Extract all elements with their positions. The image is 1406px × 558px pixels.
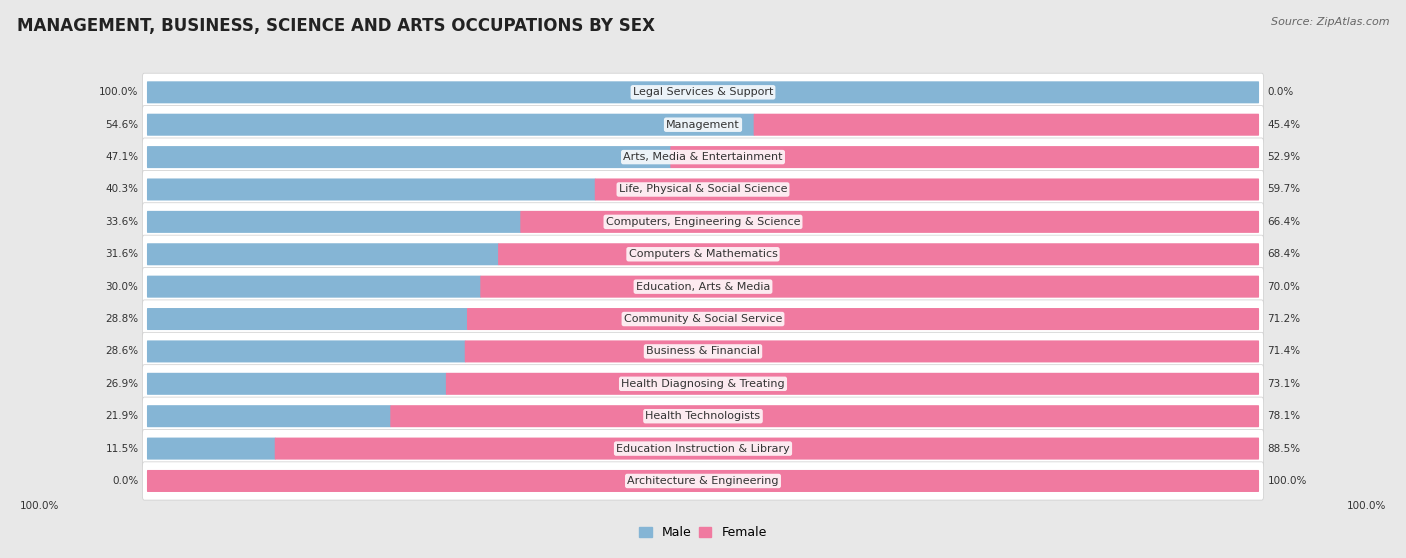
Text: Life, Physical & Social Science: Life, Physical & Social Science bbox=[619, 185, 787, 195]
Text: Computers & Mathematics: Computers & Mathematics bbox=[628, 249, 778, 259]
Text: MANAGEMENT, BUSINESS, SCIENCE AND ARTS OCCUPATIONS BY SEX: MANAGEMENT, BUSINESS, SCIENCE AND ARTS O… bbox=[17, 17, 655, 35]
FancyBboxPatch shape bbox=[148, 340, 465, 363]
FancyBboxPatch shape bbox=[148, 146, 671, 168]
Text: Computers, Engineering & Science: Computers, Engineering & Science bbox=[606, 217, 800, 227]
FancyBboxPatch shape bbox=[142, 203, 1264, 241]
FancyBboxPatch shape bbox=[142, 138, 1264, 176]
Text: 0.0%: 0.0% bbox=[1267, 87, 1294, 97]
FancyBboxPatch shape bbox=[148, 114, 755, 136]
Text: 30.0%: 30.0% bbox=[105, 282, 139, 292]
Text: 54.6%: 54.6% bbox=[105, 120, 139, 129]
Text: 40.3%: 40.3% bbox=[105, 185, 139, 195]
FancyBboxPatch shape bbox=[142, 462, 1264, 500]
Text: Education Instruction & Library: Education Instruction & Library bbox=[616, 444, 790, 454]
FancyBboxPatch shape bbox=[465, 340, 1258, 363]
Text: 26.9%: 26.9% bbox=[105, 379, 139, 389]
Text: 28.6%: 28.6% bbox=[105, 347, 139, 357]
Text: 59.7%: 59.7% bbox=[1267, 185, 1301, 195]
FancyBboxPatch shape bbox=[148, 308, 468, 330]
Text: Health Diagnosing & Treating: Health Diagnosing & Treating bbox=[621, 379, 785, 389]
FancyBboxPatch shape bbox=[142, 397, 1264, 435]
FancyBboxPatch shape bbox=[142, 365, 1264, 403]
FancyBboxPatch shape bbox=[148, 373, 447, 395]
Text: 78.1%: 78.1% bbox=[1267, 411, 1301, 421]
Text: 31.6%: 31.6% bbox=[105, 249, 139, 259]
FancyBboxPatch shape bbox=[148, 179, 596, 200]
FancyBboxPatch shape bbox=[142, 105, 1264, 144]
Legend: Male, Female: Male, Female bbox=[634, 521, 772, 544]
FancyBboxPatch shape bbox=[391, 405, 1258, 427]
FancyBboxPatch shape bbox=[142, 170, 1264, 209]
Text: Source: ZipAtlas.com: Source: ZipAtlas.com bbox=[1271, 17, 1389, 27]
Text: 28.8%: 28.8% bbox=[105, 314, 139, 324]
Text: 66.4%: 66.4% bbox=[1267, 217, 1301, 227]
Text: 11.5%: 11.5% bbox=[105, 444, 139, 454]
FancyBboxPatch shape bbox=[142, 73, 1264, 112]
FancyBboxPatch shape bbox=[142, 267, 1264, 306]
FancyBboxPatch shape bbox=[148, 211, 522, 233]
FancyBboxPatch shape bbox=[142, 333, 1264, 371]
FancyBboxPatch shape bbox=[148, 81, 1258, 103]
Text: 45.4%: 45.4% bbox=[1267, 120, 1301, 129]
FancyBboxPatch shape bbox=[142, 235, 1264, 273]
FancyBboxPatch shape bbox=[446, 373, 1258, 395]
Text: 0.0%: 0.0% bbox=[112, 476, 139, 486]
Text: 47.1%: 47.1% bbox=[105, 152, 139, 162]
Text: Legal Services & Support: Legal Services & Support bbox=[633, 87, 773, 97]
FancyBboxPatch shape bbox=[467, 308, 1258, 330]
Text: Architecture & Engineering: Architecture & Engineering bbox=[627, 476, 779, 486]
Text: 100.0%: 100.0% bbox=[1347, 501, 1386, 511]
FancyBboxPatch shape bbox=[148, 276, 481, 297]
FancyBboxPatch shape bbox=[498, 243, 1258, 265]
FancyBboxPatch shape bbox=[671, 146, 1258, 168]
FancyBboxPatch shape bbox=[148, 437, 276, 460]
FancyBboxPatch shape bbox=[148, 470, 1258, 492]
Text: Community & Social Service: Community & Social Service bbox=[624, 314, 782, 324]
Text: 70.0%: 70.0% bbox=[1267, 282, 1301, 292]
FancyBboxPatch shape bbox=[142, 430, 1264, 468]
FancyBboxPatch shape bbox=[274, 437, 1258, 460]
FancyBboxPatch shape bbox=[142, 300, 1264, 338]
Text: 71.2%: 71.2% bbox=[1267, 314, 1301, 324]
FancyBboxPatch shape bbox=[520, 211, 1258, 233]
Text: 52.9%: 52.9% bbox=[1267, 152, 1301, 162]
FancyBboxPatch shape bbox=[481, 276, 1258, 297]
FancyBboxPatch shape bbox=[754, 114, 1258, 136]
Text: 88.5%: 88.5% bbox=[1267, 444, 1301, 454]
Text: Arts, Media & Entertainment: Arts, Media & Entertainment bbox=[623, 152, 783, 162]
FancyBboxPatch shape bbox=[148, 405, 391, 427]
Text: 100.0%: 100.0% bbox=[100, 87, 139, 97]
Text: Business & Financial: Business & Financial bbox=[645, 347, 761, 357]
Text: 68.4%: 68.4% bbox=[1267, 249, 1301, 259]
Text: 100.0%: 100.0% bbox=[1267, 476, 1306, 486]
Text: Health Technologists: Health Technologists bbox=[645, 411, 761, 421]
FancyBboxPatch shape bbox=[148, 243, 499, 265]
Text: Management: Management bbox=[666, 120, 740, 129]
Text: 21.9%: 21.9% bbox=[105, 411, 139, 421]
Text: 73.1%: 73.1% bbox=[1267, 379, 1301, 389]
Text: 71.4%: 71.4% bbox=[1267, 347, 1301, 357]
FancyBboxPatch shape bbox=[595, 179, 1258, 200]
Text: 100.0%: 100.0% bbox=[20, 501, 59, 511]
Text: 33.6%: 33.6% bbox=[105, 217, 139, 227]
Text: Education, Arts & Media: Education, Arts & Media bbox=[636, 282, 770, 292]
